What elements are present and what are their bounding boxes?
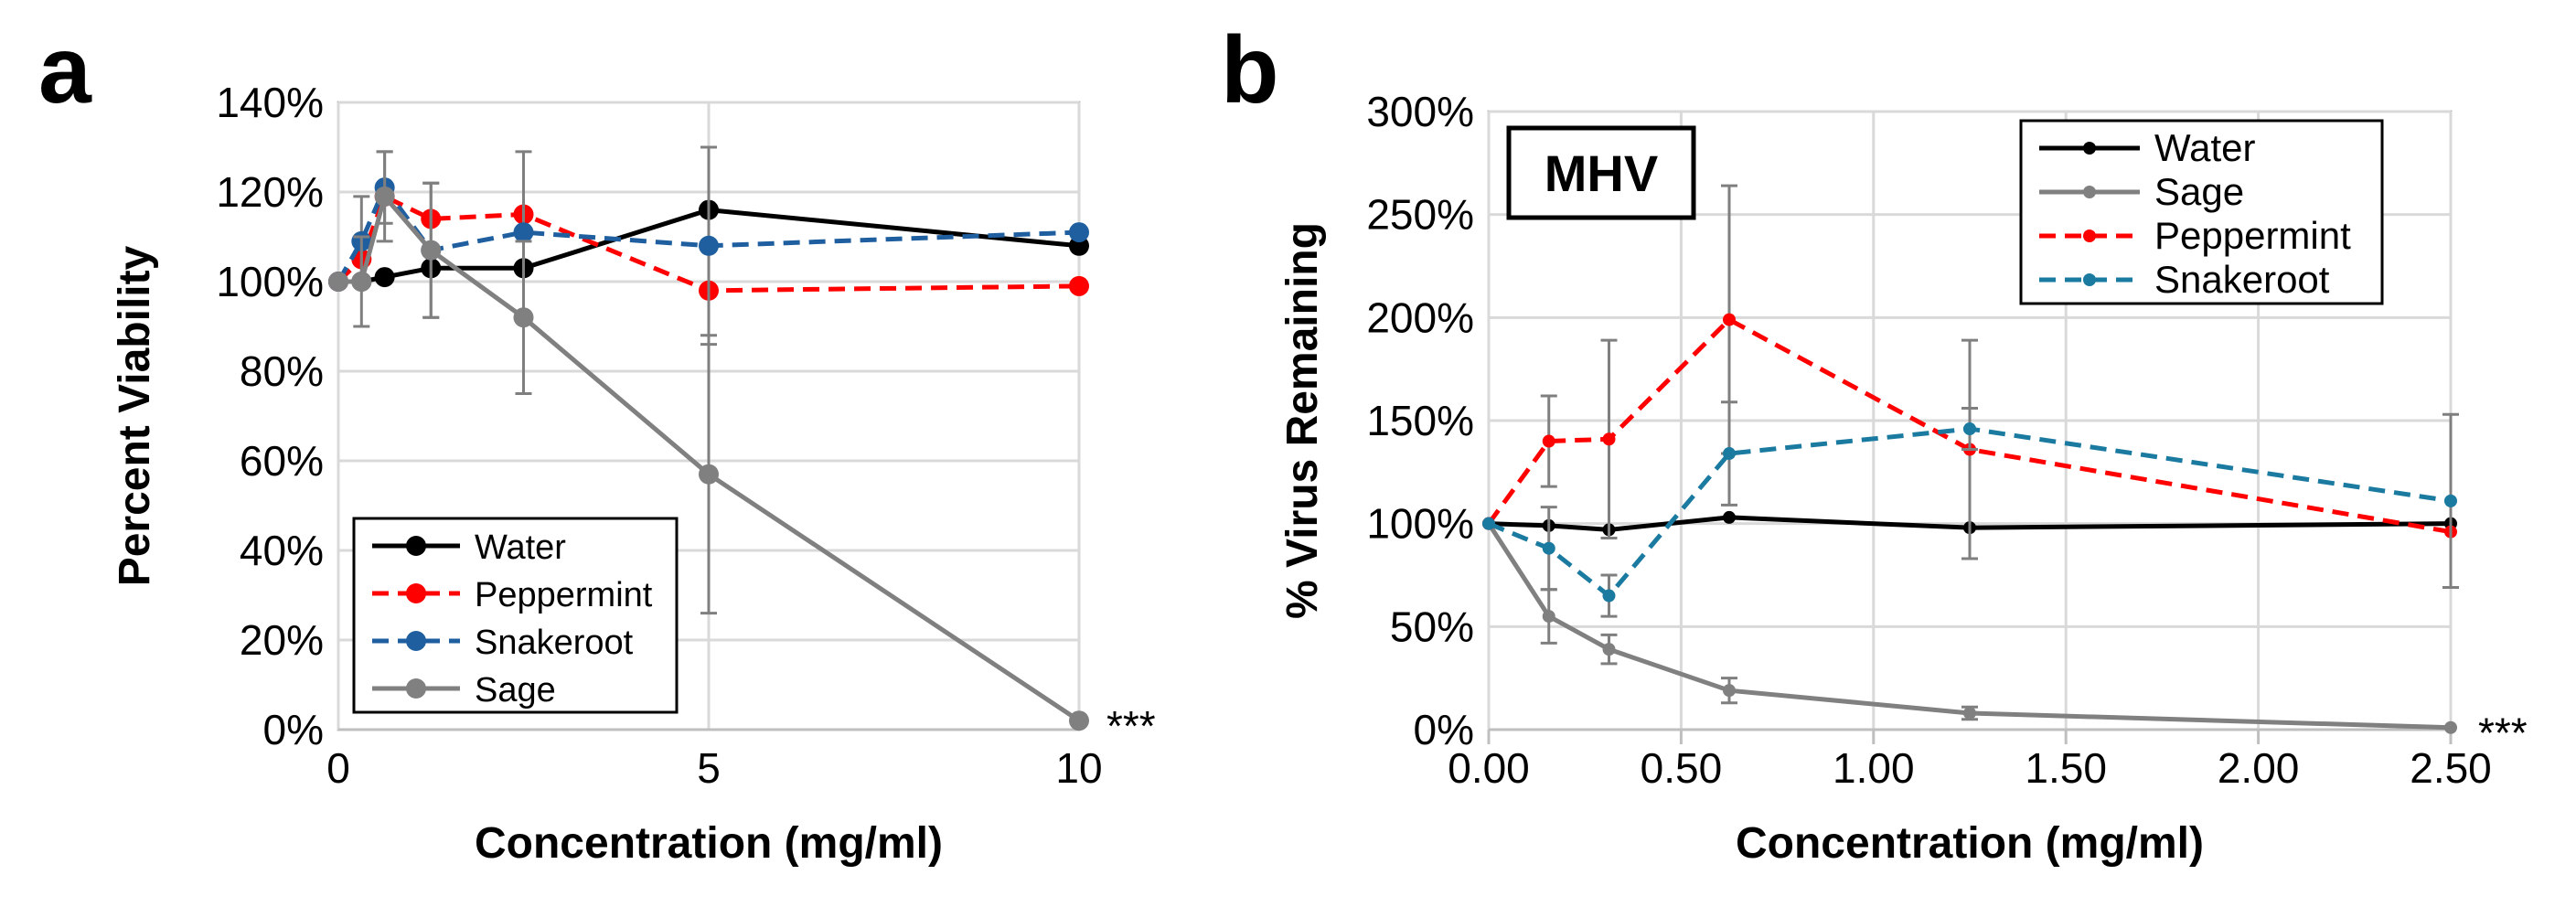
data-point-sage — [699, 464, 719, 485]
x-tick-label: 10 — [1055, 744, 1102, 792]
y-tick-label: 120% — [216, 168, 324, 216]
data-point-snakeroot — [1723, 447, 1736, 461]
x-tick-label: 1.50 — [2025, 744, 2107, 792]
legend-label-water: Water — [2154, 126, 2255, 169]
series-line-peppermint — [1486, 317, 2452, 535]
data-point-sage — [1602, 643, 1616, 656]
data-point-snakeroot — [699, 235, 719, 256]
legend-marker-snakeroot — [2083, 273, 2096, 286]
data-point-peppermint — [1542, 434, 1555, 448]
data-point-water — [374, 267, 395, 288]
series-line-sage — [1486, 522, 2452, 731]
data-point-peppermint — [1723, 313, 1736, 326]
data-point-sage — [1069, 710, 1089, 731]
y-axis-title: % Virus Remaining — [1278, 222, 1327, 619]
data-point-snakeroot — [513, 222, 534, 243]
legend-label-water: Water — [475, 528, 566, 567]
legend-label-sage: Sage — [2154, 170, 2244, 213]
y-tick-label: 150% — [1366, 397, 1474, 444]
y-tick-label: 20% — [240, 616, 324, 664]
y-tick-label: 250% — [1366, 191, 1474, 239]
y-tick-label: 0% — [263, 706, 324, 753]
y-axis-title: Percent Viability — [111, 245, 159, 586]
mhv-tag-box — [1506, 125, 1696, 220]
x-tick-label: 5 — [697, 744, 721, 792]
legend-marker-peppermint — [406, 583, 426, 603]
significance-annotation: *** — [2478, 710, 2528, 757]
data-point-snakeroot — [1069, 222, 1089, 243]
legend-marker-water — [406, 536, 426, 556]
x-tick-label: 0.00 — [1448, 744, 1530, 792]
y-tick-label: 100% — [216, 258, 324, 305]
y-tick-label: 140% — [216, 79, 324, 126]
significance-annotation: *** — [1106, 702, 1156, 750]
data-point-snakeroot — [1482, 517, 1495, 530]
data-point-water — [1723, 510, 1736, 524]
legend-marker-sage — [406, 678, 426, 699]
x-tick-label: 1.00 — [1833, 744, 1915, 792]
y-tick-label: 200% — [1366, 293, 1474, 341]
y-tick-label: 50% — [1390, 603, 1474, 650]
y-tick-label: 300% — [1366, 88, 1474, 135]
y-tick-label: 60% — [240, 437, 324, 485]
y-tick-label: 0% — [1414, 706, 1474, 753]
series-line-snakeroot — [1488, 426, 2452, 599]
chart-b: 0% 50% 100% 150% 200% 250% 300% 0.00 0.50 1.00 1.5… — [1278, 88, 2528, 868]
x-axis-title: Concentration (mg/ml) — [1736, 819, 2204, 868]
data-point-sage — [351, 272, 372, 292]
chart-a: 0% 20% 40% 60% 80% 100% 120% 140% 0 5 10 Concentrat… — [111, 79, 1156, 868]
data-point-sage — [374, 186, 395, 207]
data-point-snakeroot — [1542, 541, 1555, 555]
x-axis-title: Concentration (mg/ml) — [475, 819, 943, 868]
data-point-sage — [1723, 684, 1736, 698]
data-point-snakeroot — [2444, 494, 2457, 507]
legend-marker-water — [2083, 142, 2096, 155]
data-point-sage — [328, 272, 348, 292]
data-point-snakeroot — [1602, 589, 1616, 603]
data-point-peppermint — [1602, 432, 1616, 446]
legend-marker-snakeroot — [406, 631, 426, 651]
data-point-sage — [1963, 706, 1976, 720]
legend-label-peppermint: Peppermint — [475, 576, 653, 614]
legend-label-sage: Sage — [475, 671, 556, 710]
data-point-sage — [513, 307, 534, 328]
legend-box — [2019, 119, 2384, 305]
panel-letter-b: b — [1221, 17, 1279, 123]
x-tick-label: 0 — [326, 744, 350, 792]
mhv-tag-label: MHV — [1545, 144, 1658, 202]
legend-marker-peppermint — [2083, 229, 2096, 242]
legend-label-snakeroot: Snakeroot — [2154, 258, 2330, 301]
legend-label-snakeroot: Snakeroot — [475, 624, 634, 662]
data-point-sage — [1542, 610, 1555, 624]
legend-marker-sage — [2083, 186, 2096, 198]
y-tick-label: 80% — [240, 347, 324, 395]
legend-label-peppermint: Peppermint — [2154, 214, 2351, 257]
y-tick-label: 40% — [240, 527, 324, 574]
x-tick-label: 0.50 — [1641, 744, 1723, 792]
y-tick-label: 100% — [1366, 500, 1474, 548]
data-point-peppermint — [1069, 275, 1089, 296]
x-tick-label: 2.50 — [2410, 744, 2492, 792]
data-point-sage — [421, 240, 442, 261]
panel-letter-a: a — [38, 17, 92, 123]
data-point-sage — [2444, 720, 2457, 734]
data-point-snakeroot — [1963, 422, 1976, 436]
x-tick-label: 2.00 — [2218, 744, 2300, 792]
